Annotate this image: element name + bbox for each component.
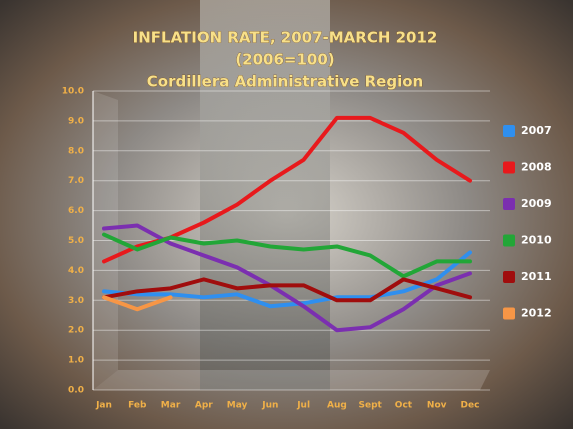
- x-tick-label: Apr: [195, 401, 213, 411]
- legend-label: 2009: [521, 197, 552, 210]
- legend-swatch: [503, 198, 515, 210]
- background-figure: [200, 0, 330, 390]
- floor: [93, 370, 490, 390]
- x-tick-label: Dec: [461, 401, 480, 411]
- series-line: [102, 277, 472, 303]
- legend-swatch: [503, 234, 515, 247]
- y-tick-label: 0.0: [68, 386, 84, 396]
- series-line: [102, 295, 173, 312]
- y-tick-label: 9.0: [68, 116, 84, 126]
- legend-label: 2011: [521, 270, 552, 283]
- chart-title: INFLATION RATE, 2007-MARCH 2012: [133, 29, 438, 47]
- chart-subtitle: Cordillera Administrative Region: [147, 73, 423, 91]
- series-line: [102, 232, 472, 279]
- y-tick-label: 2.0: [68, 326, 84, 336]
- y-tick-label: 10.0: [62, 87, 84, 97]
- x-tick-label: May: [227, 401, 248, 411]
- y-tick-label: 4.0: [68, 266, 84, 276]
- x-tick-label: Jan: [95, 401, 112, 411]
- x-tick-label: Jun: [261, 401, 278, 411]
- y-tick-label: 7.0: [68, 176, 84, 186]
- x-tick-label: Oct: [395, 401, 413, 411]
- legend-label: 2007: [521, 124, 552, 137]
- series-line: [102, 250, 472, 309]
- chart-subtitle: (2006=100): [235, 51, 334, 69]
- y-tick-label: 5.0: [68, 236, 84, 246]
- x-tick-label: Nov: [427, 401, 447, 411]
- legend-label: 2008: [521, 161, 552, 174]
- x-tick-label: Aug: [327, 401, 347, 411]
- legend-swatch: [503, 161, 515, 174]
- legend-label: 2012: [521, 307, 552, 320]
- side-wall: [93, 91, 118, 390]
- legend-swatch: [503, 125, 515, 137]
- legend-swatch: [503, 271, 515, 283]
- y-tick-label: 3.0: [68, 296, 84, 306]
- y-tick-label: 6.0: [68, 206, 84, 216]
- x-tick-label: Mar: [161, 401, 181, 411]
- y-tick-label: 1.0: [68, 356, 84, 366]
- x-tick-label: Jul: [296, 401, 310, 411]
- y-tick-label: 8.0: [68, 146, 84, 156]
- x-tick-label: Sept: [359, 401, 383, 411]
- x-tick-label: Feb: [128, 401, 147, 411]
- legend-label: 2010: [521, 234, 552, 247]
- legend-swatch: [503, 307, 515, 320]
